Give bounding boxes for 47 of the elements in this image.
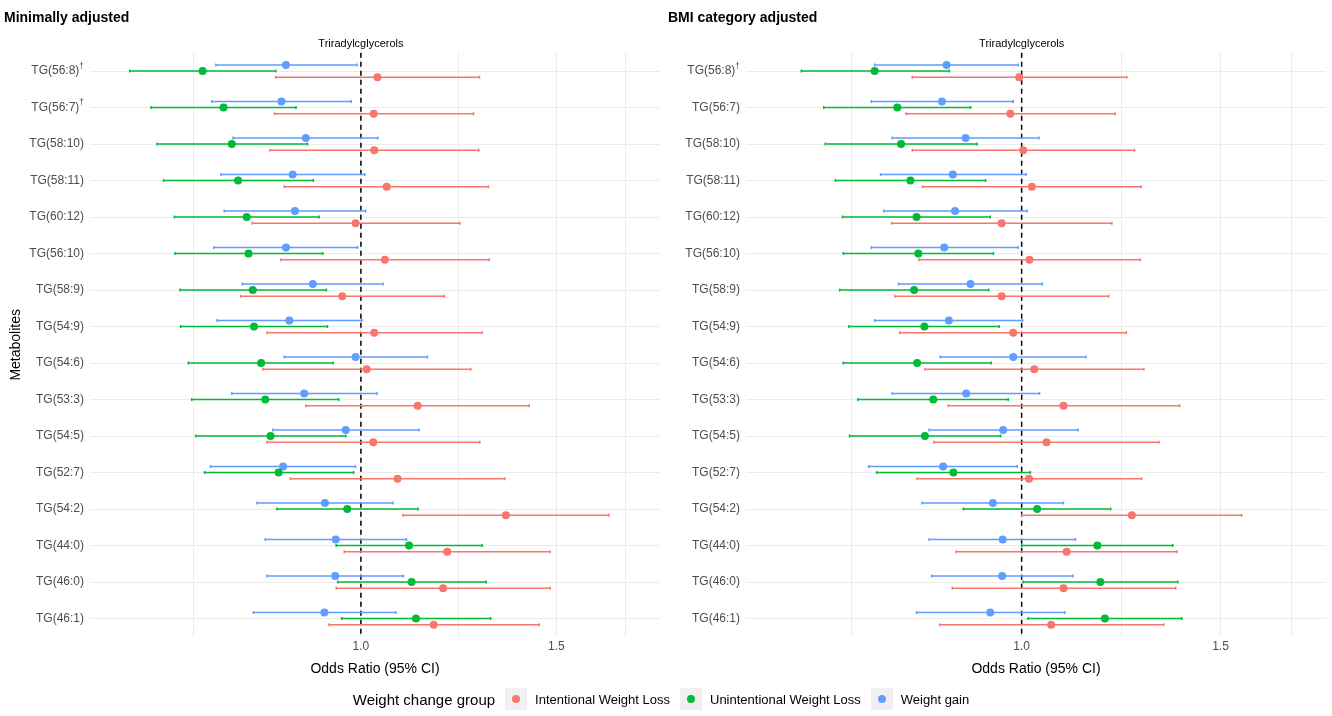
- legend-label: Intentional Weight Loss: [535, 691, 670, 707]
- y-tick-label: TG(54:5): [35, 428, 84, 443]
- y-tick-label: TG(58:9): [691, 282, 740, 297]
- y-tick-label: TG(60:12): [685, 209, 740, 224]
- x-tick-label: 1.5: [1212, 639, 1230, 654]
- chart-title: Minimally adjusted: [4, 9, 130, 26]
- y-tick-label: TG(58:10): [29, 136, 84, 151]
- y-tick-label: TG(56:8)†: [31, 60, 85, 78]
- y-tick-label: TG(46:1): [35, 610, 84, 625]
- y-tick-label: TG(56:10): [29, 245, 84, 260]
- y-tick-label: TG(58:11): [686, 172, 740, 187]
- legend-title: Weight change group: [352, 690, 496, 708]
- y-tick-label: TG(52:7): [35, 464, 84, 479]
- y-tick-label: TG(56:10): [685, 245, 740, 260]
- x-tick-label: 1.5: [547, 639, 565, 654]
- y-tick-label: TG(54:5): [691, 428, 740, 443]
- y-tick-label: TG(54:9): [691, 318, 740, 333]
- y-tick-label: TG(56:8)†: [687, 60, 741, 78]
- x-axis-title: Odds Ratio (95% CI): [310, 660, 440, 677]
- y-tick-label: TG(46:0): [35, 574, 84, 589]
- y-axis-title: Metabolites: [7, 309, 24, 381]
- y-tick-label: TG(54:6): [35, 355, 84, 370]
- y-tick-label: TG(44:0): [691, 537, 740, 552]
- y-tick-label: TG(53:3): [35, 391, 84, 406]
- y-tick-label: TG(52:7): [691, 464, 740, 479]
- y-tick-label: TG(58:9): [35, 282, 84, 297]
- y-tick-label: TG(56:7)†: [31, 97, 85, 114]
- y-tick-label: TG(46:0): [691, 574, 740, 589]
- chart-title: BMI category adjusted: [668, 9, 818, 26]
- x-tick-label: 1.0: [1013, 639, 1031, 654]
- legend-label: Weight gain: [900, 691, 970, 707]
- y-tick-label: TG(46:1): [691, 610, 740, 625]
- y-tick-label: TG(60:12): [29, 209, 84, 224]
- y-tick-label: TG(54:9): [35, 318, 84, 333]
- x-tick-label: 1.0: [352, 639, 370, 654]
- y-tick-label: TG(54:2): [691, 501, 740, 516]
- ref-line-label: Triradylcglycerols: [318, 36, 404, 49]
- legend-label: Unintentional Weight Loss: [710, 691, 861, 707]
- y-tick-label: TG(58:10): [685, 136, 740, 151]
- y-tick-label: TG(54:2): [35, 501, 84, 516]
- x-axis-title: Odds Ratio (95% CI): [971, 660, 1101, 677]
- y-tick-label: TG(54:6): [691, 355, 740, 370]
- y-tick-label: TG(56:7): [691, 99, 740, 114]
- y-tick-label: TG(53:3): [691, 391, 740, 406]
- ref-line-label: Triradylcglycerols: [979, 36, 1065, 49]
- y-tick-label: TG(58:11): [30, 172, 84, 187]
- y-tick-label: TG(44:0): [35, 537, 84, 552]
